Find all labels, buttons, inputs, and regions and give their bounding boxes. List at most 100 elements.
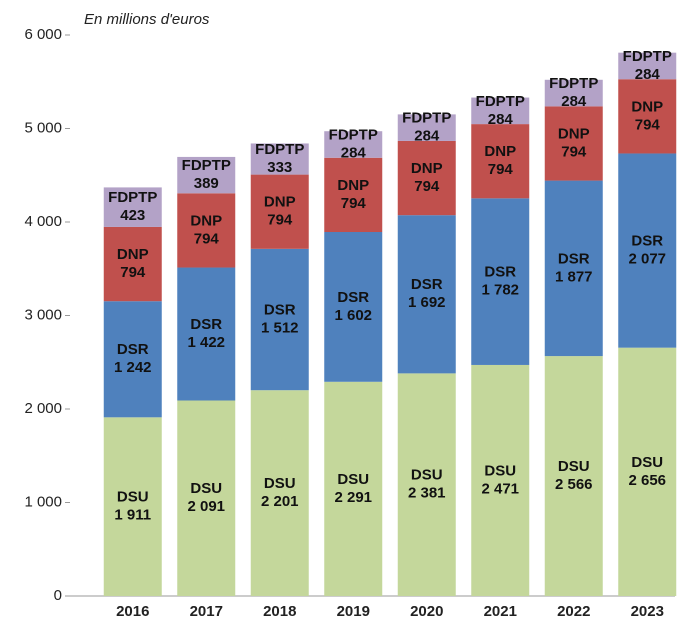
data-label: 794 xyxy=(488,161,514,178)
bar-segment xyxy=(103,187,162,227)
data-label: 794 xyxy=(120,264,146,281)
bar-segment xyxy=(471,97,530,125)
bar-segment xyxy=(250,174,309,249)
data-label: 1 911 xyxy=(114,507,151,524)
segment-name: DSU xyxy=(117,489,149,506)
data-label: 794 xyxy=(267,212,293,229)
bar-segment xyxy=(471,124,530,199)
bar-segment xyxy=(103,226,162,302)
segment-name: DSU xyxy=(264,475,296,492)
bar-segment xyxy=(618,52,677,80)
data-label: 2 381 xyxy=(408,485,446,502)
y-tick-label: 3 000 xyxy=(24,306,62,323)
bar-segment xyxy=(250,248,309,391)
y-tick-label: 6 000 xyxy=(24,26,62,43)
segment-name: DNP xyxy=(190,212,222,229)
data-label: 284 xyxy=(488,111,514,128)
bar-segment xyxy=(324,232,383,382)
data-label: 2 566 xyxy=(555,476,593,493)
segment-name: DSU xyxy=(190,480,222,497)
data-label: 1 242 xyxy=(114,359,152,376)
segment-name: DSR xyxy=(190,316,222,333)
chart-subtitle: En millions d'euros xyxy=(84,11,210,28)
data-label: 389 xyxy=(194,175,219,192)
bar-segment xyxy=(397,114,456,141)
bar-segment xyxy=(544,180,603,357)
data-label: 1 512 xyxy=(261,319,299,336)
bar-segment xyxy=(324,381,383,596)
data-label: 794 xyxy=(561,143,587,160)
y-tick-label: 4 000 xyxy=(24,213,62,230)
bar-segment xyxy=(544,106,603,181)
data-label: 794 xyxy=(414,178,440,195)
segment-name: DNP xyxy=(264,194,296,211)
segment-name: DSR xyxy=(484,264,516,281)
data-label: 1 782 xyxy=(481,282,519,299)
segment-name: DNP xyxy=(484,143,516,160)
x-tick-label: 2021 xyxy=(484,603,517,620)
segment-name: FDPTP xyxy=(549,75,598,92)
x-tick-label: 2017 xyxy=(190,603,223,620)
bar-segment xyxy=(471,364,530,596)
segment-name: DSR xyxy=(264,301,296,318)
segment-name: FDPTP xyxy=(476,93,525,110)
x-tick-label: 2023 xyxy=(631,603,664,620)
segment-name: FDPTP xyxy=(623,48,672,65)
data-label: 423 xyxy=(120,207,145,224)
data-label: 1 877 xyxy=(555,268,593,285)
segment-name: DNP xyxy=(558,125,590,142)
data-label: 284 xyxy=(341,144,367,161)
x-tick-label: 2019 xyxy=(337,603,370,620)
segment-name: DSU xyxy=(558,458,590,475)
data-label: 284 xyxy=(635,66,661,83)
bar-segment xyxy=(324,131,383,158)
segment-name: DSR xyxy=(117,341,149,358)
y-tick-label: 2 000 xyxy=(24,400,62,417)
bar-segment xyxy=(324,157,383,233)
bar-segment xyxy=(103,417,162,596)
bar-segment xyxy=(471,198,530,365)
y-tick-label: 1 000 xyxy=(24,493,62,510)
segment-name: DSR xyxy=(411,276,443,293)
segment-name: DSR xyxy=(558,250,590,267)
segment-name: FDPTP xyxy=(402,110,451,127)
x-tick-label: 2016 xyxy=(116,603,149,620)
segment-name: FDPTP xyxy=(182,157,231,174)
data-label: 794 xyxy=(341,195,367,212)
y-tick-label: 0 xyxy=(54,587,62,604)
data-label: 333 xyxy=(267,159,292,176)
data-label: 794 xyxy=(635,116,661,133)
data-label: 1 602 xyxy=(334,307,372,324)
segment-name: FDPTP xyxy=(329,126,378,143)
data-label: 2 091 xyxy=(187,498,225,515)
x-tick-label: 2020 xyxy=(410,603,443,620)
data-label: 794 xyxy=(194,230,220,247)
data-label: 2 471 xyxy=(481,480,519,497)
bar-segment xyxy=(250,390,309,596)
bar-segment xyxy=(177,193,236,268)
x-tick-label: 2022 xyxy=(557,603,590,620)
bar-segment xyxy=(618,79,677,154)
bar-segment xyxy=(618,347,677,596)
bar-segment xyxy=(177,400,236,596)
segment-name: DSU xyxy=(631,454,663,471)
segment-name: DNP xyxy=(117,246,149,263)
data-label: 2 077 xyxy=(628,251,666,268)
segment-name: DNP xyxy=(631,98,663,115)
segment-name: FDPTP xyxy=(108,189,157,206)
data-label: 284 xyxy=(414,128,440,145)
data-label: 2 291 xyxy=(334,489,372,506)
data-label: 2 201 xyxy=(261,493,299,510)
bar-segment xyxy=(250,143,309,175)
y-tick-label: 5 000 xyxy=(24,119,62,136)
segment-name: DSU xyxy=(337,471,369,488)
data-label: 2 656 xyxy=(628,472,666,489)
x-tick-label: 2018 xyxy=(263,603,296,620)
bar-segment xyxy=(544,79,603,107)
segment-name: DNP xyxy=(411,160,443,177)
segment-name: FDPTP xyxy=(255,141,304,158)
data-label: 284 xyxy=(561,93,587,110)
bar-segment xyxy=(397,215,456,374)
bar-segment xyxy=(618,153,677,348)
